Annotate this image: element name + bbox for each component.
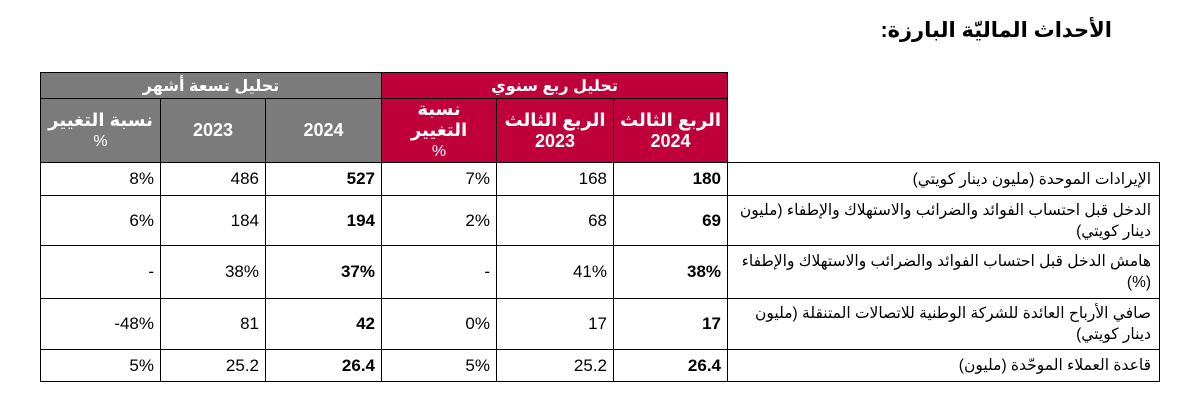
col-header-q3-2024: الربع الثالث 2024 <box>612 98 729 163</box>
cell-q3-2024: 26.4 <box>612 349 729 382</box>
col-header-q-change: نسبة التغيير % <box>381 98 497 163</box>
table-row: 8% 486 527 7% 168 180 الإيرادات الموحدة … <box>40 162 1161 196</box>
cell-nine-change: 8% <box>40 162 161 196</box>
cell-q-change: 5% <box>381 349 497 382</box>
cell-nine-2024: 37% <box>265 245 382 299</box>
cell-nine-change: 5% <box>40 349 161 382</box>
table-row: - 38% 37% - 41% 38% هامش الدخل قبل احتسا… <box>40 245 1161 299</box>
row-label: قاعدة العملاء الموحّدة (مليون) <box>727 349 1161 382</box>
cell-q3-2024: 38% <box>612 245 729 299</box>
cell-nine-2023: 81 <box>160 298 266 350</box>
cell-nine-2023: 25.2 <box>160 349 266 382</box>
cell-nine-2023: 486 <box>160 162 266 196</box>
cell-nine-change: - <box>40 245 161 299</box>
cell-q3-2024: 17 <box>612 298 729 350</box>
cell-nine-change: 6% <box>40 195 161 246</box>
table-row: 6% 184 194 2% 68 69 الدخل قبل احتساب الف… <box>40 195 1161 246</box>
cell-q3-2023: 25.2 <box>496 349 614 382</box>
cell-q-change: 7% <box>381 162 497 196</box>
table-row: 5% 25.2 26.4 5% 25.2 26.4 قاعدة العملاء … <box>40 349 1161 382</box>
col-header-nine-2024: 2024 <box>265 98 382 163</box>
cell-q3-2023: 41% <box>496 245 614 299</box>
cell-q3-2024: 180 <box>612 162 729 196</box>
cell-q-change: 0% <box>381 298 497 350</box>
row-label: الإيرادات الموحدة (مليون دينار كويتي) <box>727 162 1161 196</box>
cell-nine-2023: 38% <box>160 245 266 299</box>
cell-q3-2024: 69 <box>612 195 729 246</box>
cell-nine-2024: 194 <box>265 195 382 246</box>
table-row: -48% 81 42 0% 17 17 صافي الأرباح العائدة… <box>40 298 1161 350</box>
cell-q-change: 2% <box>381 195 497 246</box>
col-header-nine-2023: 2023 <box>160 98 266 163</box>
row-label: صافي الأرباح العائدة للشركة الوطنية للات… <box>727 298 1161 350</box>
cell-q3-2023: 168 <box>496 162 614 196</box>
cell-q3-2023: 17 <box>496 298 614 350</box>
cell-q3-2023: 68 <box>496 195 614 246</box>
group-header-nine-months: تحليل تسعة أشهر <box>40 72 382 99</box>
cell-nine-2023: 184 <box>160 195 266 246</box>
page-heading: الأحداث الماليّة البارزة: <box>880 19 1112 42</box>
financial-highlights-table: تحليل تسعة أشهر تحليل ربع سنوي نسبة التغ… <box>40 72 1161 382</box>
cell-nine-2024: 26.4 <box>265 349 382 382</box>
cell-nine-change: -48% <box>40 298 161 350</box>
group-header-quarterly: تحليل ربع سنوي <box>380 72 729 99</box>
col-header-q3-2023: الربع الثالث 2023 <box>496 98 614 163</box>
cell-nine-2024: 527 <box>265 162 382 196</box>
cell-q-change: - <box>381 245 497 299</box>
row-label: الدخل قبل احتساب الفوائد والضرائب والاست… <box>727 195 1161 246</box>
row-label: هامش الدخل قبل احتساب الفوائد والضرائب و… <box>727 245 1161 299</box>
cell-nine-2024: 42 <box>265 298 382 350</box>
col-header-nine-change: نسبة التغيير % <box>40 98 161 163</box>
